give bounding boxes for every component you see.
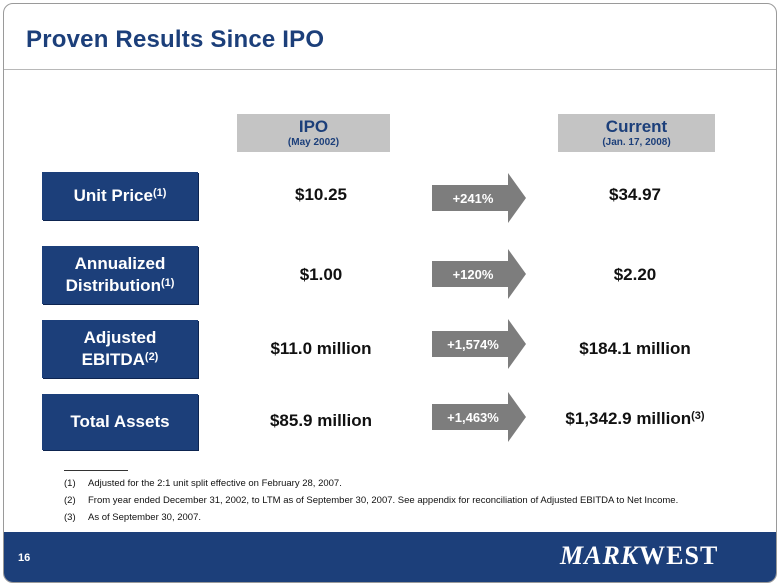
footnote-2: (2) From year ended December 31, 2002, to…: [64, 495, 678, 506]
row-label-annualized-distribution: Annualized Distribution(1): [42, 246, 198, 304]
row-label-total-assets: Total Assets: [42, 394, 198, 450]
footnote-divider: [64, 470, 128, 471]
ebitda-ipo-value: $11.0 million: [270, 339, 372, 358]
arrow-right-icon: [432, 249, 526, 299]
total-assets-change: +1,463%: [447, 409, 499, 425]
row-label-text: Unit Price: [73, 186, 153, 205]
row-label-unit-price: Unit Price(1): [42, 172, 198, 220]
current-column-header: Current (Jan. 17, 2008): [558, 114, 715, 152]
row-label-footnote: (1): [152, 187, 167, 199]
arrow-right-icon: [432, 319, 526, 369]
logo-part-mark: MARK: [560, 541, 640, 570]
row-label-line1: Adjusted: [83, 328, 157, 347]
unit-price-change-arrow: +241%: [432, 173, 526, 223]
arrow-right-icon: [432, 392, 526, 442]
footnote-number: (1): [64, 478, 76, 489]
current-header-date: (Jan. 17, 2008): [602, 137, 671, 148]
total-assets-current-value: $1,342.9 million(3): [544, 409, 726, 429]
footnote-number: (3): [64, 512, 76, 523]
value-text: $1,342.9 million: [565, 409, 692, 428]
unit-price-change: +241%: [452, 190, 494, 206]
page-number: 16: [18, 552, 31, 564]
value-footnote: (3): [691, 410, 705, 422]
distribution-ipo-value: $1.00: [299, 265, 343, 284]
unit-price-current-value: $34.97: [544, 185, 726, 205]
footer-bar: 16 MARK WEST: [4, 532, 776, 582]
distribution-change-arrow: +120%: [432, 249, 526, 299]
total-assets-ipo-value: $85.9 million: [269, 411, 373, 430]
value-text: $2.20: [613, 265, 657, 284]
ebitda-change-arrow: +1,574%: [432, 319, 526, 369]
ipo-column-header: IPO (May 2002): [237, 114, 390, 152]
row-label-line2: EBITDA: [81, 350, 145, 369]
value-text: $34.97: [609, 185, 661, 204]
distribution-current-value: $2.20: [544, 265, 726, 285]
arrow-right-icon: [432, 173, 526, 223]
total-assets-change-arrow: +1,463%: [432, 392, 526, 442]
slide: Proven Results Since IPO IPO (May 2002) …: [3, 3, 777, 583]
ebitda-current-value: $184.1 million: [544, 339, 726, 359]
row-label-footnote: (2): [144, 351, 159, 363]
footnote-text: As of September 30, 2007.: [88, 512, 202, 523]
distribution-change: +120%: [452, 266, 494, 282]
current-header-label: Current: [605, 117, 668, 136]
title-divider: [4, 69, 776, 70]
row-label-line1: Annualized: [74, 254, 166, 273]
markwest-logo: MARK WEST: [560, 541, 718, 571]
logo-part-west: WEST: [639, 541, 719, 570]
unit-price-ipo-value: $10.25: [295, 185, 347, 204]
ipo-header-label: IPO: [298, 117, 329, 136]
value-text: $184.1 million: [579, 339, 691, 358]
footnote-text: Adjusted for the 2:1 unit split effectiv…: [88, 478, 342, 489]
row-label-text: Total Assets: [70, 412, 170, 431]
ebitda-change: +1,574%: [447, 336, 499, 352]
row-label-footnote: (1): [160, 277, 175, 289]
row-label-adjusted-ebitda: Adjusted EBITDA(2): [42, 320, 198, 378]
footnote-text: From year ended December 31, 2002, to LT…: [88, 495, 679, 506]
ipo-header-date: (May 2002): [287, 137, 340, 148]
footnote-1: (1) Adjusted for the 2:1 unit split effec…: [64, 478, 342, 489]
footnote-number: (2): [64, 495, 76, 506]
slide-title: Proven Results Since IPO: [26, 26, 325, 53]
row-label-line2: Distribution: [65, 276, 161, 295]
footnote-3: (3) As of September 30, 2007.: [64, 512, 201, 523]
